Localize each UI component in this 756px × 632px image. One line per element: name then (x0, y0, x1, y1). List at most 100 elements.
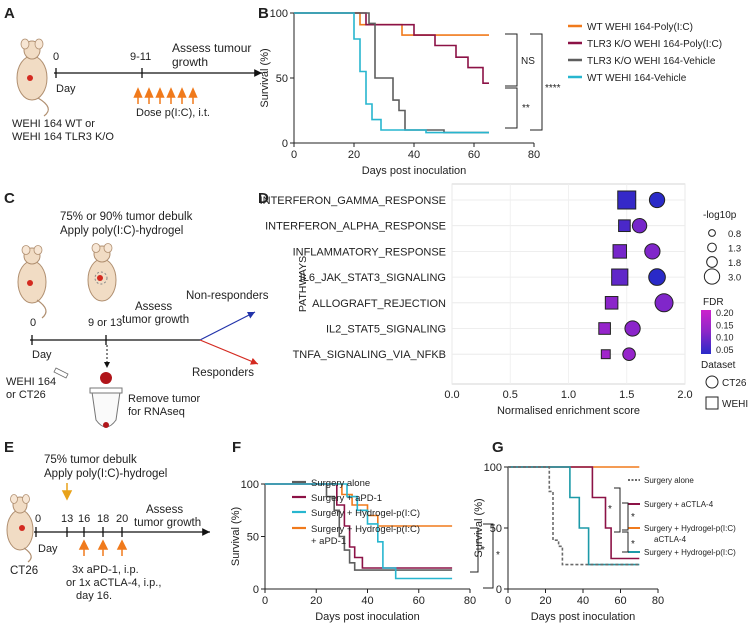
x-tick-label: 80 (528, 149, 540, 161)
y-tick-label: 100 (270, 8, 288, 20)
size-legend-circle (706, 256, 718, 268)
x-tick-label: 40 (577, 595, 589, 607)
x-tick-label: 20 (310, 595, 322, 607)
legend-label: Surgery + Hydrogel-p(I:C) (311, 508, 420, 519)
x-tick-label: 1.5 (619, 389, 634, 401)
size-legend-circle (707, 242, 717, 253)
point-wehi (611, 268, 629, 286)
point-wehi (617, 190, 637, 210)
hydrogel-arrow-e (61, 483, 73, 501)
point-ct26 (644, 243, 661, 260)
legend-label: WT WEHI 164-Vehicle (587, 73, 687, 84)
point-ct26 (648, 191, 666, 209)
panel-b-letter: B (258, 5, 269, 22)
survival-line (294, 12, 489, 134)
point-ct26 (624, 320, 641, 337)
point-ct26 (648, 268, 666, 286)
timeline-e-assess-2: tumor growth (134, 517, 201, 529)
survival-line (265, 483, 453, 527)
dose-arrow (166, 87, 176, 104)
treatment-arrows-e (78, 539, 128, 556)
dataset-legend-title: Dataset (701, 360, 736, 371)
survival-chart-b: 0 20 40 60 80 0 50 100 Days post inoculation Surv… (259, 8, 722, 177)
legend-label: Surgery + Hydrogel-p(I:C) (644, 548, 736, 557)
treatment-label-e-1: 3x aPD-1, i.p. (72, 564, 139, 576)
survival-line (294, 12, 489, 134)
panel-e-letter: E (4, 439, 14, 456)
sig-label: * (631, 539, 635, 550)
x-tick-label: 60 (614, 595, 626, 607)
panel-f-letter: F (232, 439, 241, 456)
responders-label: Responders (192, 367, 254, 379)
timeline-e-t20: 20 (116, 513, 128, 525)
sig-label: * (496, 550, 500, 561)
timeline-e-assess-1: Assess (146, 504, 183, 516)
legend-label: Surgery alone (644, 476, 694, 485)
dose-arrow (133, 87, 143, 104)
survival-chart-f: 0 20 40 60 80 0 50 100 Days post inoculation Surv… (230, 478, 500, 623)
survival-chart-g: 0 20 40 60 80 0 50 100 Days post inoculation Surv… (473, 462, 736, 623)
sig-label-2star: ** (522, 103, 530, 114)
timeline-a-assess: Assess tumour (172, 41, 251, 55)
point-wehi (600, 349, 611, 360)
tumor-dot-a (27, 75, 33, 81)
model-label-c-2: or CT26 (6, 389, 46, 401)
size-legend-label: 1.8 (728, 258, 741, 269)
sig-label: * (631, 512, 635, 523)
legend-label: TLR3 K/O WEHI 164-Poly(I:C) (587, 39, 722, 50)
mouse-c2 (87, 243, 117, 302)
survival-line (508, 466, 640, 566)
treatment-label-e-3: day 16. (76, 590, 112, 602)
y-axis-label: Survival (%) (259, 48, 271, 107)
y-axis-label: PATHWAYS (297, 256, 309, 312)
panel-c-title-2: Apply poly(I:C)-hydrogel (60, 225, 183, 237)
dose-label-a: Dose p(I:C), i.t. (136, 107, 210, 119)
panel-e-title-1: 75% tumor debulk (44, 454, 137, 466)
model-label-c-1: WEHI 164 (6, 376, 56, 388)
timeline-c-assess-2: tumor growth (122, 314, 189, 326)
point-ct26 (631, 218, 648, 234)
bracket-3 (614, 487, 621, 533)
size-legend-circle (703, 268, 721, 285)
survival-line (265, 483, 453, 569)
x-tick-label: 40 (361, 595, 373, 607)
panel-e-title-2: Apply poly(I:C)-hydrogel (44, 468, 167, 480)
x-tick-label: 0 (291, 149, 297, 161)
nonresponders-label: Non-responders (186, 290, 269, 302)
panel-c-title-1: 75% or 90% tumor debulk (60, 211, 193, 223)
legend-label: Surgery + aCTLA-4 (644, 500, 714, 509)
pathway-label: ALLOGRAFT_REJECTION (312, 298, 446, 310)
legend-label: Surgery alone (311, 478, 370, 489)
x-tick-label: 40 (408, 149, 420, 161)
y-tick-label: 0 (282, 138, 288, 150)
timeline-a-t1: 9-11 (130, 51, 151, 63)
x-axis-label: Days post inoculation (362, 165, 467, 177)
point-wehi (612, 244, 627, 259)
dose-arrows-a (133, 87, 198, 104)
mouse-e (6, 494, 34, 563)
bracket-4star (530, 33, 543, 131)
panel-d-letter: D (258, 190, 269, 207)
timeline-c-t0: 0 (30, 317, 36, 329)
panel-g-letter: G (492, 439, 504, 456)
nonresponder-arrow (199, 311, 256, 341)
timeline-c-day: Day (32, 349, 52, 361)
x-tick-label: 20 (539, 595, 551, 607)
mouse-a (16, 38, 49, 117)
responder-arrow (199, 339, 259, 365)
dataset-legend-label: WEHI (722, 399, 748, 410)
x-axis-label: Normalised enrichment score (497, 405, 640, 417)
survival-line (294, 12, 489, 84)
fdr-legend-title: FDR (703, 297, 724, 308)
x-tick-label: 60 (413, 595, 425, 607)
x-tick-label: 2.0 (677, 389, 692, 401)
x-tick-label: 0.5 (503, 389, 518, 401)
pathway-label: INTERFERON_GAMMA_RESPONSE (260, 195, 446, 207)
size-legend-title: -log10p (703, 210, 737, 221)
y-tick-label: 0 (253, 584, 259, 596)
x-tick-label: 20 (348, 149, 360, 161)
fdr-tick-label: 0.05 (716, 345, 734, 355)
size-legend-label: 0.8 (728, 229, 741, 240)
y-tick-label: 0 (496, 584, 502, 596)
